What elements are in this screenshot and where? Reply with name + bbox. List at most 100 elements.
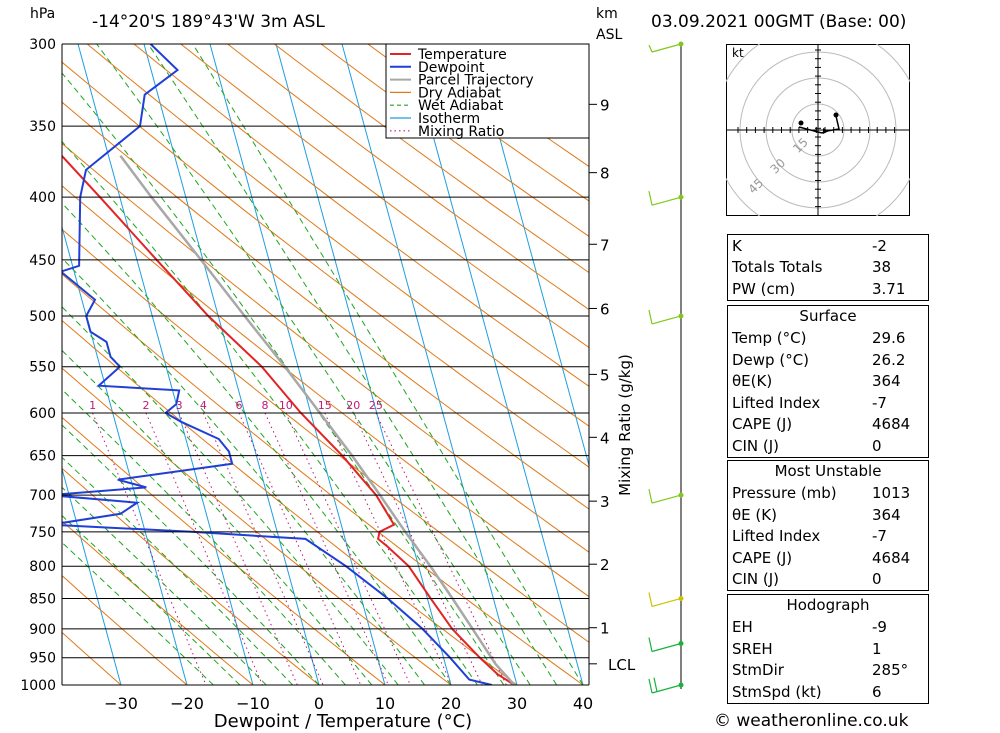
isotherm-line <box>341 44 518 685</box>
temperature-tick-label: 0 <box>314 694 324 713</box>
km-tick-label: 9 <box>600 96 610 114</box>
temperature-tick-label: 30 <box>507 694 527 713</box>
legend-label: Parcel Trajectory <box>418 73 534 89</box>
mu-value: 0 <box>872 570 882 589</box>
surface-label: Dewp (°C) <box>732 350 810 369</box>
isotherm-line <box>209 44 386 685</box>
isotherm-line <box>407 44 584 685</box>
hodograph-point <box>833 112 839 118</box>
hodo-label: SREH <box>732 639 773 658</box>
dry-adiabat-line <box>508 44 589 101</box>
most-unstable-title: Most Unstable <box>774 462 882 480</box>
storm-motion-marker <box>823 128 829 134</box>
mixing-ratio-line <box>375 412 507 685</box>
mixing-ratio-value-label: 2 <box>143 399 150 412</box>
wind-barb-flag <box>648 637 653 652</box>
mixing-ratio-value-label: 6 <box>235 399 242 412</box>
mu-label: θE (K) <box>732 505 777 524</box>
hodo-label: StmDir <box>732 661 784 680</box>
wind-barb-flag <box>648 678 653 694</box>
hodograph-panel: kt 15 30 45 <box>726 44 910 216</box>
mixing-ratio-value-label: 20 <box>346 399 360 412</box>
hodo-row: StmDir 285° <box>728 660 928 682</box>
pressure-tick-label: 850 <box>29 591 56 607</box>
hodo-row: EH -9 <box>728 617 928 639</box>
isotherm-line <box>473 44 589 468</box>
temperature-tick-label: 10 <box>375 694 395 713</box>
skewt-axes: 3003504004505005506006507007508008509009… <box>20 37 635 732</box>
mixing-ratio-value-label: 4 <box>200 399 207 412</box>
wet-adiabat-line <box>62 514 241 685</box>
wind-barb-shaft <box>651 196 682 206</box>
surface-label: CIN (J) <box>732 436 780 455</box>
mixing-ratio-line <box>264 412 389 685</box>
dry-adiabat-line <box>62 101 589 510</box>
hodograph-table-title: Hodograph <box>786 596 870 614</box>
hodograph-point <box>798 120 804 126</box>
credit-link[interactable]: © weatheronline.co.uk <box>714 711 909 731</box>
pressure-tick-label: 700 <box>29 488 56 504</box>
dry-adiabat-line <box>62 520 254 685</box>
mixing-ratio-value-label: 15 <box>318 399 332 412</box>
km-tick-label: 1 <box>600 620 610 638</box>
hodo-value: 285° <box>872 661 909 680</box>
surface-row: Temp (°C) 29.6 <box>728 328 928 350</box>
wet-adiabat-line <box>62 306 399 685</box>
wet-adiabat-line <box>62 456 293 685</box>
km-unit-label: km <box>596 6 618 22</box>
asl-unit-label: ASL <box>596 27 623 43</box>
mixing-ratio-line <box>238 412 362 685</box>
dry-adiabat-line <box>62 574 188 685</box>
surface-value: 0 <box>872 436 882 455</box>
wind-barb-flag <box>648 309 653 325</box>
mu-row: CAPE (J) 4684 <box>728 547 928 569</box>
dry-adiabat-line <box>62 467 320 685</box>
pressure-tick-label: 950 <box>29 651 56 667</box>
skewt-chart: 3003504004505005506006507007508008509009… <box>20 37 720 732</box>
wet-adiabat-line <box>62 486 267 685</box>
temperature-tick-label: 40 <box>573 694 593 713</box>
pressure-tick-label: 350 <box>29 119 56 135</box>
mu-value: 1013 <box>872 484 911 503</box>
dry-adiabat-line <box>180 44 589 349</box>
dry-adiabat-line <box>62 228 589 643</box>
surface-row: CIN (J) 0 <box>728 435 928 457</box>
wet-adiabat-line <box>192 44 584 685</box>
wet-adiabat-line <box>62 140 478 685</box>
mu-label: Lifted Index <box>732 527 821 546</box>
wind-barb-shaft <box>651 597 682 608</box>
index-value: 3.71 <box>872 279 906 298</box>
index-label: Totals Totals <box>732 258 823 277</box>
surface-row: Lifted Index -7 <box>728 392 928 414</box>
mixing-ratio-value-label: 1 <box>89 399 96 412</box>
surface-label: Temp (°C) <box>732 329 807 348</box>
dry-adiabat-line <box>62 631 122 685</box>
mixing-ratio-value-label: 8 <box>262 399 269 412</box>
skewt-background-lines <box>62 44 720 685</box>
index-label: K <box>732 236 742 255</box>
surface-value: -7 <box>872 393 887 412</box>
temperature-tick-label: −30 <box>104 694 138 713</box>
hodo-value: 1 <box>872 639 882 658</box>
dry-adiabat-line <box>227 44 589 311</box>
surface-row: θE(K) 364 <box>728 371 928 393</box>
dewpoint-line <box>62 44 493 685</box>
hodo-label: StmSpd (kt) <box>732 682 822 701</box>
mu-label: CIN (J) <box>732 570 780 589</box>
surface-row: CAPE (J) 4684 <box>728 414 928 436</box>
dry-adiabat-line <box>320 44 589 237</box>
mu-label: Pressure (mb) <box>732 484 837 503</box>
temperature-tick-label: −10 <box>236 694 270 713</box>
hodograph-kt-label: kt <box>732 46 744 60</box>
wind-barb-shaft <box>651 642 682 653</box>
hodo-row: StmSpd (kt) 6 <box>728 681 928 703</box>
pressure-tick-label: 800 <box>29 559 56 575</box>
dry-adiabat-line <box>649 44 720 685</box>
pressure-tick-label: 750 <box>29 525 56 541</box>
surface-value: 26.2 <box>872 350 906 369</box>
surface-table: Surface Temp (°C) 29.6 Dewp (°C) 26.2 θE(K… <box>727 305 929 458</box>
legend-label: Temperature <box>417 47 507 63</box>
pressure-tick-label: 550 <box>29 360 56 376</box>
km-tick-label: 7 <box>600 236 610 254</box>
